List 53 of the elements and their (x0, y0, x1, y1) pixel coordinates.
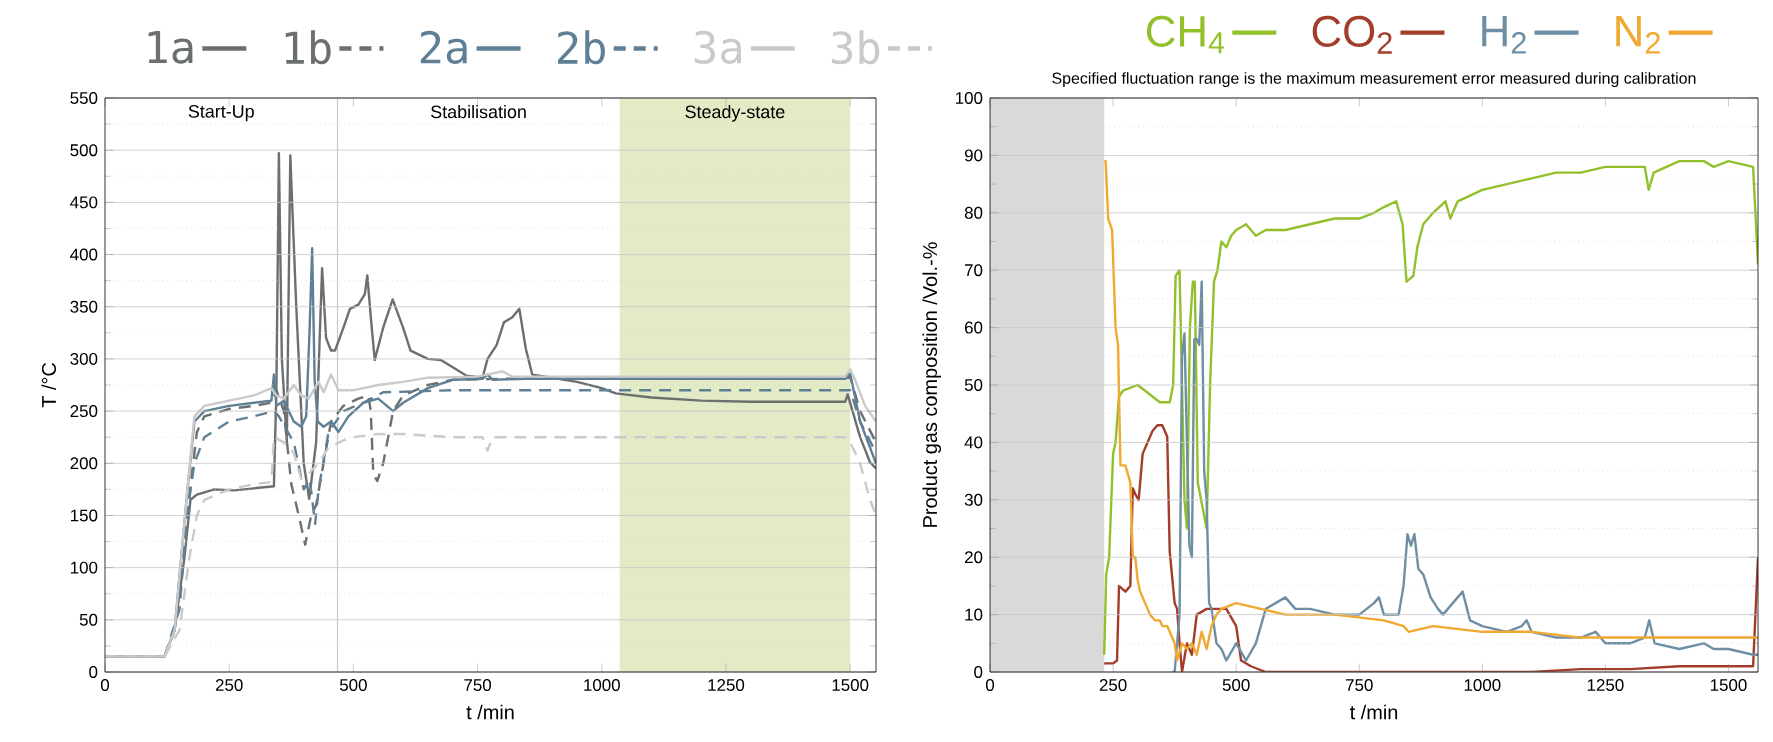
x-axis-title: t /min (466, 704, 514, 720)
y-tick-label: 10 (965, 608, 983, 621)
band-label: Steady-state (685, 105, 785, 122)
y-tick-label: 50 (964, 379, 983, 391)
y-tick-label: 40 (964, 436, 983, 449)
y-tick-label: 30 (964, 493, 983, 506)
y-tick-label: 90 (964, 149, 983, 162)
y-tick-label: 80 (964, 206, 983, 219)
y-tick-label: 100 (70, 561, 98, 574)
y-tick-label: 550 (70, 92, 98, 104)
x-tick-label: 750 (464, 679, 492, 692)
y-tick-label: 70 (965, 264, 983, 277)
x-tick-label: 1250 (708, 679, 745, 692)
x-tick-label: 500 (1222, 679, 1250, 692)
y-tick-label: 350 (70, 300, 98, 313)
annotation: Stabilisation (431, 105, 526, 119)
x-tick-label: 1000 (584, 679, 620, 692)
y-tick-label: 60 (965, 321, 983, 334)
y-axis-title: T /°C (41, 362, 57, 408)
x-tick-label: 250 (215, 679, 243, 692)
x-tick-label: 750 (1345, 679, 1373, 692)
x-tick-label: 1500 (1710, 679, 1747, 692)
chart-subtitle: Specified fluctuation range is the maximum measurement error measured during calibration (1052, 72, 1696, 87)
y-tick-label: 20 (964, 551, 983, 564)
y-tick-label: 0 (89, 666, 98, 678)
y-tick-label: 250 (70, 405, 98, 418)
y-tick-label: 100 (956, 92, 983, 104)
legend-label: 2a (420, 30, 467, 64)
legend-label: N$_{2}$ (1616, 16, 1660, 54)
y-tick-label: 450 (70, 196, 98, 209)
y-tick-label: 400 (70, 248, 98, 261)
y-axis-title: Product gas composition /Vol.-% (922, 242, 942, 527)
x-tick-label: 250 (1099, 679, 1127, 692)
annotation: Start-Up (188, 105, 254, 122)
x-tick-label: 0 (100, 679, 110, 692)
x-tick-label: 500 (339, 679, 367, 692)
y-tick-label: 200 (70, 457, 98, 470)
legend-label: 1a (148, 31, 193, 64)
legend-label: CH$_{4}$ (1146, 15, 1225, 54)
x-tick-label: 1500 (832, 679, 869, 692)
legend-label: CO$_{2}$ (1312, 15, 1392, 54)
y-tick-label: 0 (974, 666, 983, 678)
x-tick-label: 0 (985, 679, 995, 692)
y-tick-label: 50 (79, 613, 98, 626)
y-tick-label: 150 (70, 509, 98, 522)
y-tick-label: 500 (70, 144, 98, 157)
legend-label: H$_{2}$ (1482, 16, 1526, 54)
x-axis-title: t /min (1349, 704, 1398, 720)
y-tick-label: 300 (70, 352, 98, 365)
legend-label: 1b (285, 30, 331, 65)
legend-label: 2b (557, 30, 605, 65)
x-tick-label: 1000 (1464, 679, 1501, 692)
x-tick-label: 1250 (1587, 679, 1624, 692)
